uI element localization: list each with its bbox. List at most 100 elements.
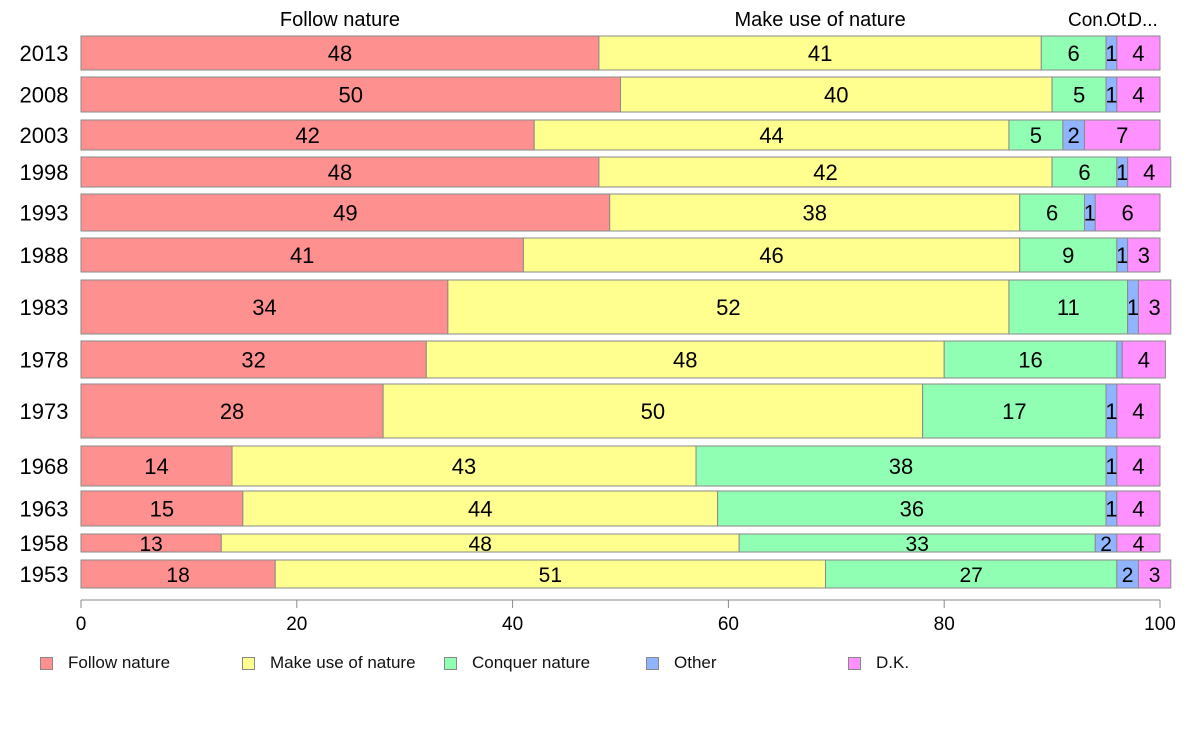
y-tick-label-1983: 1983 — [20, 295, 69, 320]
data-label-1968-make-use-of-nature: 43 — [452, 454, 476, 479]
data-label-1968-d-k: 4 — [1132, 454, 1144, 479]
y-tick-label-1963: 1963 — [20, 497, 69, 522]
legend-label-conquer-nature: Conquer nature — [472, 653, 591, 672]
data-label-1993-d-k: 6 — [1122, 201, 1134, 226]
legend: Follow nature Make use of nature Conquer… — [0, 648, 1188, 678]
y-tick-label-1988: 1988 — [20, 243, 69, 268]
y-tick-label-2008: 2008 — [20, 83, 69, 108]
data-label-1973-d-k: 4 — [1132, 399, 1144, 424]
data-label-1993-other: 1 — [1084, 201, 1096, 226]
data-label-2003-follow-nature: 42 — [295, 123, 319, 148]
data-label-2013-d-k: 4 — [1132, 41, 1144, 66]
x-tick-label-40: 40 — [502, 614, 523, 635]
legend-item-conquer-nature: Conquer nature — [444, 648, 590, 678]
data-label-1973-conquer-nature: 17 — [1002, 399, 1026, 424]
bar-1983-follow-nature — [80, 279, 449, 335]
y-tick-label-2003: 2003 — [20, 123, 69, 148]
data-label-1998-conquer-nature: 6 — [1078, 160, 1090, 185]
data-label-2013-conquer-nature: 6 — [1068, 41, 1080, 66]
bar-2008-conquer-nature — [1051, 76, 1107, 113]
data-label-1968-other: 1 — [1105, 454, 1117, 479]
data-label-1963-other: 1 — [1105, 497, 1117, 522]
data-label-1988-follow-nature: 41 — [290, 243, 314, 268]
y-tick-label-1998: 1998 — [20, 160, 69, 185]
bar-1963-d-k — [1116, 490, 1161, 527]
data-label-1963-d-k: 4 — [1132, 497, 1144, 522]
data-label-1983-conquer-nature: 11 — [1057, 295, 1080, 320]
legend-item-other: Other — [646, 648, 717, 678]
bar-1978-conquer-nature — [943, 340, 1118, 379]
bar-1973-follow-nature — [80, 383, 384, 439]
data-label-2008-other: 1 — [1105, 83, 1117, 108]
y-tick-label-1953: 1953 — [20, 562, 69, 587]
x-tick-label-60: 60 — [718, 614, 739, 635]
bar-2008-d-k — [1116, 76, 1161, 113]
bar-1983-d-k — [1137, 279, 1172, 335]
data-label-2003-d-k: 7 — [1116, 123, 1128, 148]
bar-2003-d-k — [1083, 119, 1161, 151]
column-header-d-k: D... — [1128, 10, 1158, 31]
legend-swatch-follow-nature — [40, 656, 53, 670]
column-header-other: Ot. — [1106, 10, 1131, 31]
data-label-2013-make-use-of-nature: 41 — [808, 41, 832, 66]
bar-1988-follow-nature — [80, 237, 524, 273]
data-label-1953-d-k: 3 — [1149, 564, 1161, 587]
x-tick-label-20: 20 — [286, 614, 307, 635]
y-tick-label-1993: 1993 — [20, 201, 69, 226]
data-label-2008-make-use-of-nature: 40 — [824, 83, 848, 108]
data-label-1983-make-use-of-nature: 52 — [716, 295, 740, 320]
bar-2003-follow-nature — [80, 119, 535, 151]
data-label-1978-conquer-nature: 16 — [1018, 348, 1042, 373]
data-label-1963-follow-nature: 15 — [150, 497, 174, 522]
column-header-follow-nature: Follow nature — [280, 9, 400, 31]
data-label-1998-d-k: 4 — [1143, 160, 1155, 185]
bar-1953-follow-nature — [80, 559, 276, 589]
legend-item-make-use-of-nature: Make use of nature — [242, 648, 416, 678]
data-label-1978-follow-nature: 32 — [241, 348, 265, 373]
data-label-1988-conquer-nature: 9 — [1062, 243, 1074, 268]
data-label-1958-other: 2 — [1100, 533, 1112, 556]
data-label-1978-d-k: 4 — [1138, 348, 1150, 373]
bar-1988-conquer-nature — [1019, 237, 1118, 273]
y-tick-label-2013: 2013 — [20, 41, 69, 66]
legend-item-follow-nature: Follow nature — [40, 648, 170, 678]
bar-1978-follow-nature — [80, 340, 427, 379]
data-label-1978-make-use-of-nature: 48 — [673, 348, 697, 373]
data-label-1983-follow-nature: 34 — [252, 295, 276, 320]
legend-label-make-use-of-nature: Make use of nature — [270, 653, 416, 672]
bar-1988-make-use-of-nature — [522, 237, 1021, 273]
bar-1998-d-k — [1127, 156, 1172, 188]
bar-1993-d-k — [1094, 193, 1161, 232]
x-tick-label-100: 100 — [1144, 614, 1176, 635]
legend-swatch-other — [646, 656, 659, 670]
data-label-1953-make-use-of-nature: 51 — [539, 564, 562, 587]
bar-1978-other — [1116, 340, 1123, 379]
bar-2003-conquer-nature — [1008, 119, 1064, 151]
data-label-2003-conquer-nature: 5 — [1030, 123, 1042, 148]
bar-1998-make-use-of-nature — [598, 156, 1053, 188]
data-label-1983-other: 1 — [1127, 295, 1139, 320]
data-label-1988-other: 1 — [1116, 243, 1128, 268]
bar-1953-make-use-of-nature — [274, 559, 827, 589]
data-label-1973-follow-nature: 28 — [220, 399, 244, 424]
data-label-1958-d-k: 4 — [1133, 533, 1145, 556]
bar-1963-follow-nature — [80, 490, 244, 527]
data-label-1968-conquer-nature: 38 — [889, 454, 913, 479]
bar-1953-conquer-nature — [825, 559, 1118, 589]
data-label-1988-make-use-of-nature: 46 — [759, 243, 783, 268]
bar-2008-make-use-of-nature — [620, 76, 1053, 113]
bar-2013-make-use-of-nature — [598, 35, 1042, 71]
data-label-1958-make-use-of-nature: 48 — [469, 533, 492, 556]
bar-2008-follow-nature — [80, 76, 621, 113]
data-label-1963-make-use-of-nature: 44 — [468, 497, 492, 522]
bar-1993-follow-nature — [80, 193, 611, 232]
bar-1978-d-k — [1121, 340, 1166, 379]
data-label-1958-conquer-nature: 33 — [906, 533, 929, 556]
y-tick-label-1968: 1968 — [20, 454, 69, 479]
data-label-1973-other: 1 — [1105, 399, 1117, 424]
data-label-1983-d-k: 3 — [1148, 295, 1160, 320]
legend-label-follow-nature: Follow nature — [68, 653, 171, 672]
bar-1973-conquer-nature — [922, 383, 1107, 439]
legend-label-other: Other — [674, 653, 717, 672]
